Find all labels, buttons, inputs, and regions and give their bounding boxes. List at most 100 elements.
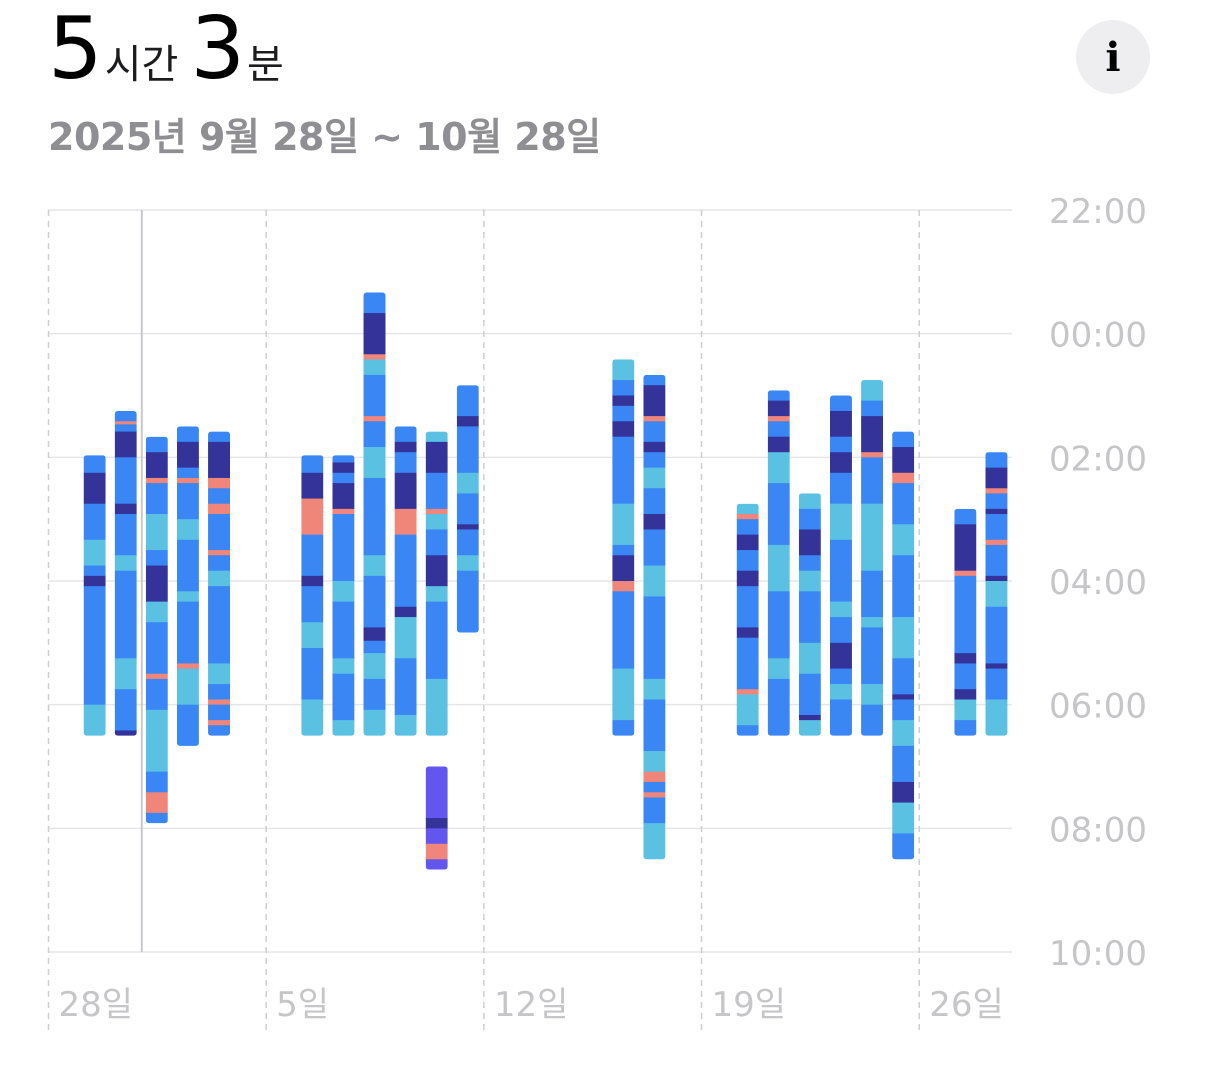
- sleep-segment-awake: [985, 488, 1008, 494]
- sleep-segment-rem: [332, 581, 355, 603]
- sleep-segment-awake: [145, 792, 168, 814]
- sleep-segment-deep: [425, 441, 448, 474]
- sleep-segment-core: [301, 455, 324, 474]
- sleep-segment-awake: [736, 689, 759, 695]
- sleep-bar[interactable]: [892, 431, 915, 860]
- sleep-segment-rem: [363, 447, 386, 479]
- sleep-segment-awake: [985, 539, 1008, 546]
- sleep-segment-deep: [456, 524, 479, 530]
- sleep-segment-awake: [612, 581, 635, 592]
- sleep-bar[interactable]: [176, 426, 199, 746]
- sleep-bar[interactable]: [394, 426, 417, 736]
- sleep-segment-core: [456, 385, 479, 417]
- x-tick-label: 12일: [494, 985, 569, 1025]
- sleep-segment-rem: [892, 720, 915, 747]
- sleep-bar[interactable]: [301, 455, 324, 736]
- info-icon: i: [1105, 33, 1121, 81]
- sleep-segment-deep: [767, 436, 790, 453]
- sleep-segment-core: [643, 374, 666, 386]
- sleep-segment-deep: [892, 447, 915, 474]
- sleep-bar[interactable]: [456, 385, 479, 633]
- sleep-bar[interactable]: [829, 395, 852, 736]
- sleep-segment-core: [767, 678, 790, 736]
- sleep-bar[interactable]: [114, 410, 137, 736]
- sleep-bar[interactable]: [145, 436, 168, 824]
- sleep-segment-core: [954, 575, 977, 654]
- sleep-segment-rem: [301, 699, 324, 736]
- sleep-segment-awake: [332, 508, 355, 515]
- sleep-segment-core: [985, 606, 1008, 664]
- sleep-segment-core: [145, 622, 168, 675]
- sleep-segment-rem: [798, 570, 821, 592]
- sleep-segment-rem: [363, 709, 386, 736]
- date-range: 2025년 9월 28일 ~ 10월 28일: [48, 115, 601, 159]
- sleep-segment-core: [83, 455, 106, 474]
- sleep-segment-core: [208, 514, 231, 551]
- sleep-segment-deep: [363, 313, 386, 355]
- sleep-bar[interactable]: [985, 452, 1008, 736]
- sleep-segment-deep: [985, 575, 1008, 582]
- sleep-segment-other: [425, 859, 448, 870]
- sleep-segment-core: [767, 390, 790, 402]
- sleep-segment-rem: [83, 539, 106, 566]
- sleep-segment-core: [176, 483, 199, 520]
- sleep-segment-rem: [643, 751, 666, 773]
- sleep-segment-core: [208, 684, 231, 700]
- y-tick-label: 00:00: [1049, 316, 1147, 356]
- sleep-segment-deep: [954, 653, 977, 664]
- x-tick-label: 19일: [712, 985, 787, 1025]
- sleep-segment-core: [456, 529, 479, 556]
- sleep-segment-rem: [145, 709, 168, 773]
- sleep-segment-rem: [985, 699, 1008, 736]
- sleep-segment-rem: [425, 431, 448, 443]
- sleep-segment-core: [985, 544, 1008, 577]
- sleep-segment-deep: [736, 570, 759, 587]
- summary-header: 5 시간 3 분 2025년 9월 28일 ~ 10월 28일: [48, 6, 601, 161]
- sleep-segment-deep: [798, 529, 821, 556]
- sleep-segment-core: [145, 436, 168, 453]
- sleep-bar[interactable]: [208, 431, 231, 736]
- sleep-bar[interactable]: [425, 431, 448, 736]
- sleep-segment-core: [829, 699, 852, 736]
- sleep-bar[interactable]: [83, 455, 106, 736]
- sleep-bar[interactable]: [954, 508, 977, 736]
- sleep-segment-other: [425, 766, 448, 819]
- sleep-segment-deep: [643, 441, 666, 453]
- sleep-segment-deep: [985, 508, 1008, 515]
- sleep-bar[interactable]: [736, 503, 759, 736]
- sleep-bar[interactable]: [332, 455, 355, 736]
- sleep-segment-rem: [892, 617, 915, 659]
- sleep-bar[interactable]: [767, 390, 790, 736]
- sleep-bar[interactable]: [363, 292, 386, 736]
- sleep-segment-deep: [425, 555, 448, 587]
- sleep-bar[interactable]: [425, 766, 448, 870]
- sleep-segment-deep: [954, 524, 977, 572]
- sleep-segment-rem: [861, 380, 884, 402]
- info-button[interactable]: i: [1076, 20, 1150, 94]
- sleep-segment-core: [363, 477, 386, 556]
- sleep-segment-core: [332, 601, 355, 659]
- sleep-segment-deep: [612, 421, 635, 438]
- sleep-bar[interactable]: [861, 380, 884, 736]
- sleep-segment-rem: [145, 514, 168, 551]
- sleep-segment-core: [145, 483, 168, 515]
- sleep-segment-rem: [829, 684, 852, 700]
- sleep-segment-core: [767, 483, 790, 546]
- sleep-bar[interactable]: [798, 493, 821, 736]
- sleep-bar[interactable]: [643, 374, 666, 860]
- sleep-segment-core: [456, 570, 479, 633]
- sleep-segment-core: [829, 436, 852, 453]
- sleep-segment-core: [861, 457, 884, 505]
- sleep-segment-core: [208, 586, 231, 664]
- sleep-segment-core: [114, 457, 137, 505]
- sleep-segment-core: [954, 720, 977, 736]
- sleep-bar[interactable]: [612, 359, 635, 736]
- sleep-segment-awake: [176, 663, 199, 669]
- y-tick-label: 06:00: [1049, 687, 1147, 727]
- sleep-segment-deep: [798, 714, 821, 721]
- sleep-segment-core: [176, 467, 199, 479]
- sleep-segment-awake: [301, 498, 324, 536]
- sleep-segment-deep: [83, 575, 106, 587]
- sleep-segment-core: [736, 637, 759, 690]
